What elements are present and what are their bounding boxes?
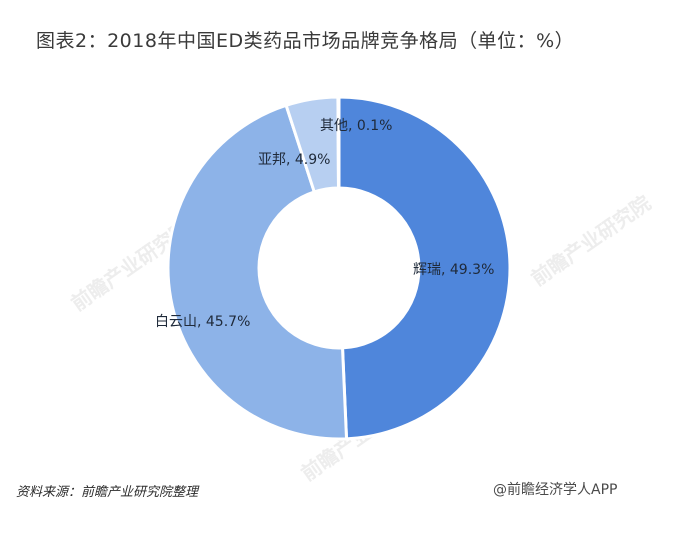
slice-other: [336, 95, 341, 190]
brand-credit: @前瞻经济学人APP: [493, 482, 618, 498]
label-other: 其他, 0.1%: [320, 118, 393, 134]
label-yabang: 亚邦, 4.9%: [258, 152, 331, 168]
label-baiyunshan: 白云山, 45.7%: [155, 314, 251, 330]
slice-baiyunshan: [166, 103, 349, 441]
source-note: 资料来源：前瞻产业研究院整理: [16, 485, 199, 500]
chart-title: 图表2：2018年中国ED类药品市场品牌竞争格局（单位：%）: [36, 30, 575, 52]
slice-huirui: [337, 95, 512, 441]
label-huirui: 辉瑞, 49.3%: [413, 262, 495, 278]
